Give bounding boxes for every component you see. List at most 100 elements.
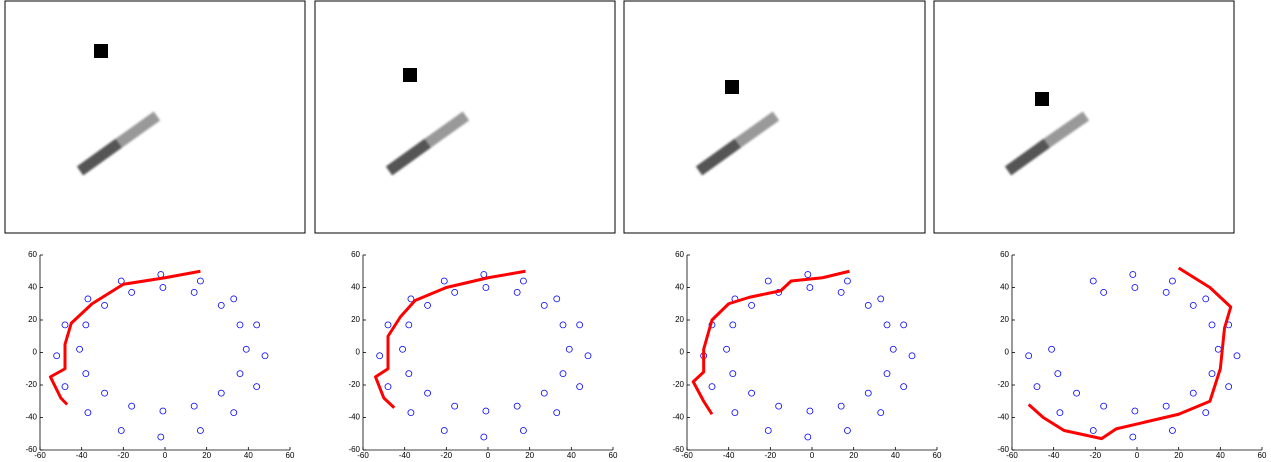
particle [513, 402, 521, 410]
target [725, 80, 739, 94]
particle [230, 295, 238, 303]
particle [877, 295, 885, 303]
target [1035, 92, 1049, 106]
y-tick-label: 40 [28, 283, 37, 292]
particle [1208, 321, 1216, 329]
particle [1073, 389, 1080, 397]
particle [900, 383, 908, 391]
x-tick-label: -60 [357, 451, 369, 460]
particle [844, 427, 851, 434]
particle [576, 321, 584, 329]
x-tick-label: -40 [723, 451, 735, 460]
x-tick-label: 20 [525, 451, 534, 460]
particle [513, 288, 521, 296]
particle [806, 284, 814, 291]
particle [540, 389, 548, 397]
particle [217, 301, 225, 309]
scatter-plot: -60 -40 -20 0 20 40 60 -60 -40 -20 0 20 40 60 [672, 250, 942, 460]
x-tick-label: 60 [609, 451, 618, 460]
x-tick-label: 0 [163, 451, 168, 460]
particle [883, 370, 891, 378]
y-tick-label: 20 [1000, 315, 1009, 324]
particle [748, 389, 755, 397]
particle [84, 409, 92, 417]
frame-1 [4, 0, 306, 234]
y-tick-label: -60 [672, 445, 684, 454]
particle [764, 277, 772, 285]
frame-2 [314, 0, 616, 234]
x-tick-label: -20 [765, 451, 777, 460]
particle [520, 427, 527, 434]
particle [1214, 345, 1222, 353]
particle [540, 301, 548, 309]
y-tick-label: 0 [1005, 348, 1010, 357]
particle [1054, 370, 1062, 378]
particle [1100, 288, 1108, 296]
particle [128, 402, 136, 410]
particle [424, 301, 431, 309]
particle [53, 352, 61, 360]
particle [407, 295, 415, 303]
particle [1202, 295, 1210, 303]
y-tick-label: 20 [675, 315, 684, 324]
particle [1056, 409, 1064, 417]
particle [883, 321, 891, 329]
particle [1048, 345, 1055, 353]
trajectory [691, 269, 850, 416]
particle [877, 409, 885, 417]
particle [482, 407, 490, 415]
particle [197, 277, 204, 285]
x-tick-label: -60 [681, 451, 693, 460]
particle [253, 321, 261, 329]
particle [1089, 427, 1097, 434]
particle [1233, 352, 1241, 360]
particle [729, 370, 737, 378]
y-tick-label: -20 [672, 380, 684, 389]
particle [775, 402, 783, 410]
particle [61, 321, 69, 329]
particle [217, 389, 225, 397]
particle [236, 370, 244, 378]
particle [440, 427, 448, 434]
x-tick-label: -20 [1090, 451, 1102, 460]
target [94, 44, 108, 58]
target [403, 68, 417, 82]
particle [864, 301, 872, 309]
y-tick-label: 60 [675, 250, 684, 259]
particle [384, 321, 392, 329]
x-tick-label: 40 [1216, 451, 1225, 460]
frame-3 [623, 0, 926, 234]
x-tick-label: -20 [118, 451, 130, 460]
particle [559, 370, 567, 378]
scatter-plot: -60 -40 -20 0 20 40 60 -60 -40 -20 0 20 40 60 [348, 250, 618, 460]
particle [729, 321, 737, 329]
y-tick-label: -20 [348, 380, 360, 389]
x-tick-label: 60 [286, 451, 295, 460]
scatter-plot: -60 -40 -20 0 20 40 60 -60 -40 -20 0 20 40 60 [25, 250, 295, 460]
object [385, 111, 470, 176]
particle [117, 427, 125, 434]
particle [1100, 402, 1108, 410]
particle [1131, 407, 1139, 415]
x-tick-label: -20 [441, 451, 453, 460]
particle [236, 321, 244, 329]
y-tick-label: 40 [351, 283, 360, 292]
particle [844, 277, 851, 285]
particle [804, 271, 812, 278]
y-tick-label: -60 [25, 445, 37, 454]
y-tick-label: 20 [28, 315, 37, 324]
particle [451, 402, 459, 410]
y-tick-label: -40 [348, 413, 360, 422]
particle [1129, 433, 1137, 441]
particle [1089, 277, 1097, 285]
particle [889, 345, 897, 353]
object [695, 111, 780, 176]
particle [407, 409, 415, 417]
particle [837, 288, 845, 296]
particle [230, 409, 238, 417]
particle [424, 389, 431, 397]
particle [197, 427, 204, 434]
particle [190, 288, 198, 296]
particle [157, 433, 165, 441]
